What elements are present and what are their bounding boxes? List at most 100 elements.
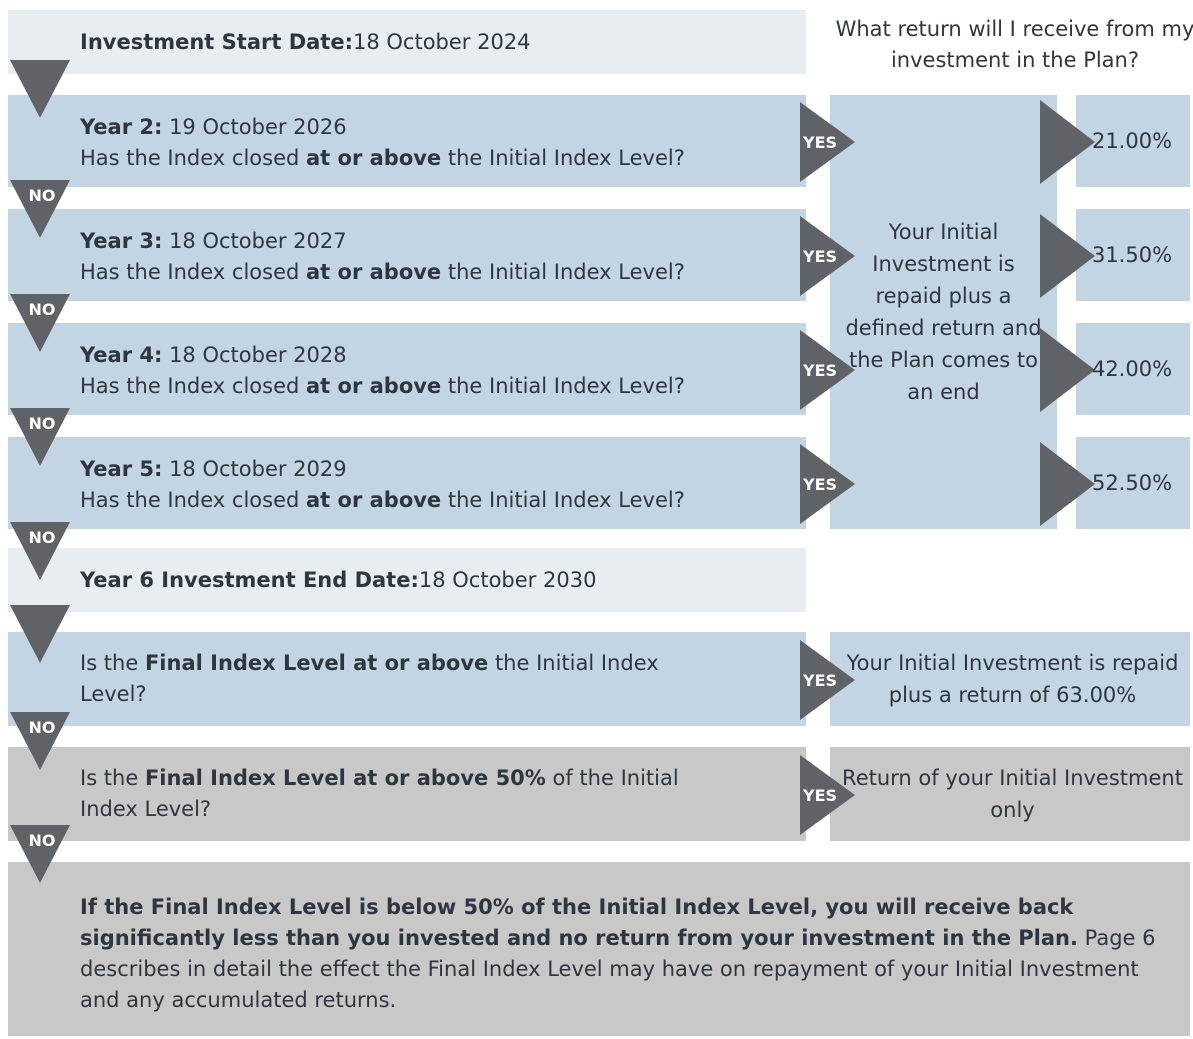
start-label: Investment Start Date: <box>80 29 353 54</box>
question-part: the Initial Index Level? <box>80 651 659 706</box>
yes-label: YES <box>802 247 837 266</box>
year-date: 18 October 2029 <box>169 457 347 481</box>
question-part: Has the Index closed <box>80 374 306 398</box>
return-box <box>1076 95 1190 187</box>
outcome-text: Your Initial Investment is repaid plus a… <box>845 220 1042 404</box>
year-date: 18 October 2028 <box>169 343 347 367</box>
end-date: 18 October 2030 <box>418 567 597 592</box>
yes-label: YES <box>802 133 837 152</box>
question-part: Has the Index closed <box>80 488 306 512</box>
year-box <box>8 95 806 187</box>
end-label: Year 6 Investment End Date: <box>80 567 419 592</box>
no-label: NO <box>29 300 56 319</box>
return-box <box>1076 437 1190 529</box>
question-part: Is the <box>80 766 145 790</box>
final-box <box>8 632 806 726</box>
down-arrow <box>10 712 70 770</box>
year-text: Year 5: 18 October 2029 Has the Index clo… <box>80 454 800 516</box>
return-arrow <box>1040 214 1095 298</box>
yes-label: YES <box>802 786 837 805</box>
down-arrow <box>10 180 70 238</box>
question-part: at or above <box>306 374 442 398</box>
end-box <box>8 548 806 612</box>
question-part: of the Initial Index Level? <box>80 766 679 821</box>
year-text: Year 2: 19 October 2026 Has the Index clo… <box>80 112 800 174</box>
outcome-text: Your Initial Investment is repaid plus a… <box>838 95 1049 529</box>
start-text: Investment Start Date: 18 October 2024 <box>80 10 800 74</box>
year-box <box>8 437 806 529</box>
year-label: Year 2: <box>80 115 163 139</box>
down-arrow <box>10 605 70 663</box>
yes-arrow <box>800 216 855 296</box>
final-box <box>8 747 806 841</box>
down-arrow <box>10 408 70 466</box>
question-part: the Initial Index Level? <box>441 260 685 284</box>
return-text: 31.50% <box>1091 242 1173 267</box>
down-arrow <box>10 294 70 352</box>
question-part: Has the Index closed <box>80 260 306 284</box>
footer-box <box>8 862 1190 1036</box>
question-part: Is the <box>80 651 145 675</box>
final-question-text: Is the Final Index Level at or above 50%… <box>80 763 720 825</box>
no-label: NO <box>29 414 56 433</box>
return-box <box>1076 209 1190 301</box>
down-arrow <box>10 60 70 118</box>
year-text: Year 4: 18 October 2028 Has the Index clo… <box>80 340 800 402</box>
down-arrow <box>10 522 70 580</box>
final-question: Is the Final Index Level at or above 50%… <box>80 747 720 841</box>
final-outcome: Return of your Initial Investment only <box>840 747 1185 841</box>
question-part: Final Index Level at or above 50% <box>144 766 546 790</box>
final-outcome-text: Your Initial Investment is repaid plus a… <box>846 651 1179 707</box>
return-text: 52.50% <box>1091 470 1173 495</box>
final-outcome-box <box>830 747 1190 841</box>
end-text: Year 6 Investment End Date: 18 October 2… <box>80 548 800 612</box>
final-outcome-box <box>830 632 1190 726</box>
question-part: at or above <box>306 260 442 284</box>
no-label: NO <box>29 528 56 547</box>
year-box <box>8 323 806 415</box>
return-arrow <box>1040 328 1095 412</box>
footer-rest: Page 6 describes in detail the effect th… <box>80 926 1156 1012</box>
year-date: 19 October 2026 <box>169 115 347 139</box>
final-outcome-text: Return of your Initial Investment only <box>842 766 1183 822</box>
question-part: the Initial Index Level? <box>441 146 685 170</box>
start-box <box>8 10 806 74</box>
return-value: 52.50% <box>1076 437 1188 529</box>
yes-arrow <box>800 330 855 410</box>
question-part: the Initial Index Level? <box>441 374 685 398</box>
return-box <box>1076 323 1190 415</box>
yes-label: YES <box>802 361 837 380</box>
down-arrow <box>10 825 70 883</box>
question-part: Has the Index closed <box>80 146 306 170</box>
return-text: 21.00% <box>1091 128 1173 153</box>
year-text: Year 3: 18 October 2027 Has the Index clo… <box>80 226 800 288</box>
year-label: Year 4: <box>80 343 163 367</box>
question-part: the Initial Index Level? <box>441 488 685 512</box>
return-value: 21.00% <box>1076 95 1188 187</box>
return-value: 31.50% <box>1076 209 1188 301</box>
yes-label: YES <box>802 475 837 494</box>
year-label: Year 5: <box>80 457 163 481</box>
yes-arrow <box>800 102 855 182</box>
yes-arrow <box>800 444 855 524</box>
footer-text: If the Final Index Level is below 50% of… <box>80 892 1180 1022</box>
question-part: at or above <box>306 488 442 512</box>
return-text: 42.00% <box>1091 356 1173 381</box>
final-question: Is the Final Index Level at or above the… <box>80 632 720 726</box>
start-date: 18 October 2024 <box>352 29 531 54</box>
no-label: NO <box>29 831 56 850</box>
footer-bold: If the Final Index Level is below 50% of… <box>80 895 1078 950</box>
question-part: at or above <box>306 146 442 170</box>
year-date: 18 October 2027 <box>169 229 347 253</box>
header-question: What return will I receive from my inves… <box>835 17 1193 72</box>
final-question-text: Is the Final Index Level at or above the… <box>80 648 720 710</box>
year-label: Year 3: <box>80 229 163 253</box>
yes-label: YES <box>802 671 837 690</box>
no-label: NO <box>29 186 56 205</box>
outcome-box <box>830 95 1057 529</box>
question-part: Final Index Level at or above <box>144 651 489 675</box>
return-value: 42.00% <box>1076 323 1188 415</box>
final-outcome: Your Initial Investment is repaid plus a… <box>840 632 1185 726</box>
return-arrow <box>1040 100 1095 184</box>
